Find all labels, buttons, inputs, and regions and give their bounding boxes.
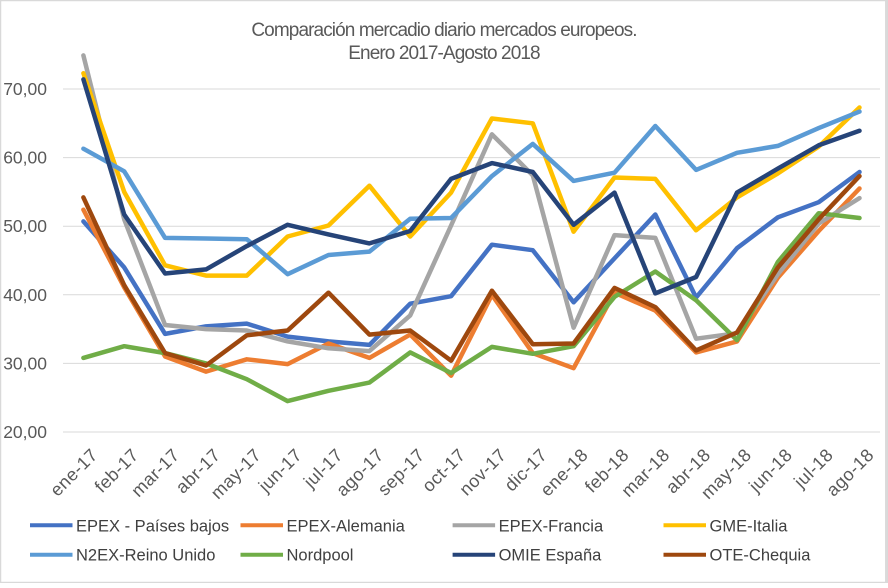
svg-text:40,00: 40,00 bbox=[3, 285, 47, 305]
svg-text:EPEX-Francia: EPEX-Francia bbox=[499, 517, 604, 535]
svg-text:30,00: 30,00 bbox=[3, 353, 47, 373]
svg-text:Nordpool: Nordpool bbox=[287, 547, 354, 565]
svg-text:60,00: 60,00 bbox=[3, 148, 47, 168]
svg-text:EPEX-Alemania: EPEX-Alemania bbox=[287, 517, 406, 535]
svg-text:20,00: 20,00 bbox=[3, 422, 47, 442]
svg-text:GME-Italia: GME-Italia bbox=[710, 517, 789, 535]
svg-text:OMIE España: OMIE España bbox=[499, 547, 603, 565]
svg-text:EPEX - Países bajos: EPEX - Países bajos bbox=[76, 517, 229, 535]
svg-text:Comparación mercadio diario me: Comparación mercadio diario mercados eur… bbox=[251, 20, 636, 41]
svg-text:Enero 2017-Agosto 2018: Enero 2017-Agosto 2018 bbox=[348, 43, 540, 64]
svg-text:70,00: 70,00 bbox=[3, 79, 47, 99]
svg-text:OTE-Chequia: OTE-Chequia bbox=[710, 547, 812, 565]
svg-text:N2EX-Reino Unido: N2EX-Reino Unido bbox=[76, 547, 215, 565]
svg-text:50,00: 50,00 bbox=[3, 216, 47, 236]
